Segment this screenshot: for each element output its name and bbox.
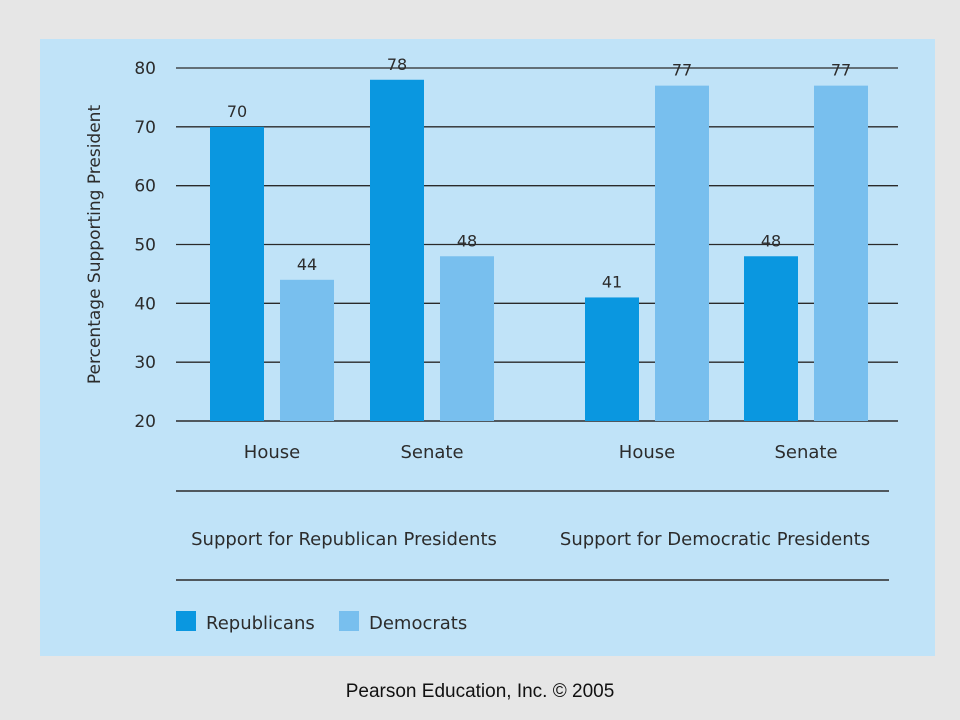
bar-democrats bbox=[814, 85, 868, 422]
bar-republicans bbox=[585, 297, 639, 421]
legend-label-republicans: Republicans bbox=[206, 613, 315, 634]
category-label: House bbox=[619, 442, 675, 463]
group-label: Support for Democratic Presidents bbox=[560, 529, 870, 550]
category-label: Senate bbox=[400, 442, 463, 463]
legend-swatch-democrats bbox=[339, 611, 359, 631]
data-label: 44 bbox=[297, 255, 317, 274]
group-label: Support for Republican Presidents bbox=[191, 529, 497, 550]
bar-republicans bbox=[370, 79, 424, 421]
data-label: 70 bbox=[227, 102, 247, 121]
y-tick-label: 60 bbox=[134, 177, 156, 197]
copyright-footer: Pearson Education, Inc. © 2005 bbox=[345, 681, 615, 702]
chart-panel: Percentage Supporting President 80 70 60 50 4… bbox=[40, 39, 935, 656]
bar-democrats bbox=[440, 256, 494, 421]
bar-republicans bbox=[744, 256, 798, 421]
category-label: House bbox=[244, 442, 300, 463]
chart-svg: Percentage Supporting President 80 70 60 50 4… bbox=[85, 55, 898, 634]
data-label: 41 bbox=[602, 272, 622, 291]
data-label: 77 bbox=[831, 61, 851, 80]
data-label: 48 bbox=[761, 231, 781, 250]
y-tick-label: 50 bbox=[134, 236, 156, 256]
data-label: 78 bbox=[387, 55, 407, 74]
category-label: Senate bbox=[774, 442, 837, 463]
legend-label-democrats: Democrats bbox=[369, 613, 467, 634]
bar-democrats bbox=[280, 279, 334, 421]
bar-democrats bbox=[655, 85, 709, 422]
data-label: 48 bbox=[457, 231, 477, 250]
y-tick-label: 70 bbox=[134, 118, 156, 138]
bar-republicans bbox=[210, 126, 264, 421]
legend-swatch-republicans bbox=[176, 611, 196, 631]
y-tick-label: 80 bbox=[134, 59, 156, 79]
y-tick-label: 20 bbox=[134, 412, 156, 432]
y-tick-label: 30 bbox=[134, 353, 156, 373]
data-label: 77 bbox=[672, 61, 692, 80]
y-axis-label: Percentage Supporting President bbox=[85, 105, 105, 385]
y-tick-label: 40 bbox=[134, 294, 156, 314]
